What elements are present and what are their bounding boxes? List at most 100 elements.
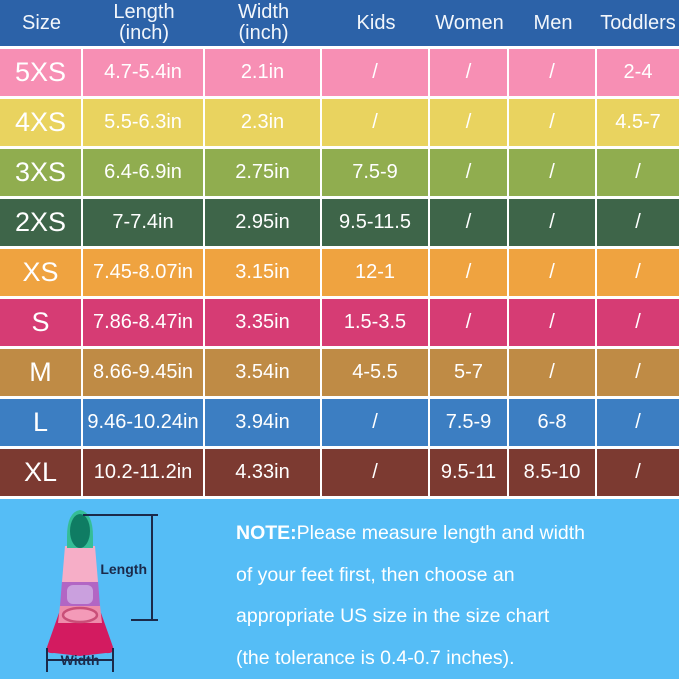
table-cell: 5-7	[430, 349, 509, 396]
table-cell: /	[322, 449, 430, 496]
table-cell: /	[509, 49, 597, 96]
fin-blade	[46, 613, 114, 656]
header-sublabel: (inch)	[118, 22, 169, 44]
table-row-4xs: 4XS 5.5-6.3in 2.3in / //4.5-7	[0, 99, 679, 149]
table-cell: /	[509, 349, 597, 396]
table-cell: 4-5.5	[322, 349, 430, 396]
table-cell: 7.5-9	[322, 149, 430, 196]
width-label: Width	[61, 652, 100, 668]
table-body: 5XS 4.7-5.4in 2.1in / //2-4 4XS 5.5-6.3in 2.3in…	[0, 49, 679, 499]
note-line: (the tolerance is 0.4-0.7 inches).	[236, 646, 515, 669]
table-cell: /	[430, 99, 509, 146]
table-cell: /	[430, 299, 509, 346]
header-cell-length: Length (inch)	[83, 0, 205, 46]
table-cell: /	[635, 461, 641, 483]
header-cell-width: Width (inch)	[205, 0, 322, 46]
header-label: Size	[22, 11, 61, 34]
fin-pink-band	[62, 546, 98, 582]
size-cell: 2XS	[0, 199, 83, 246]
note-line: of your feet first, then choose an	[236, 563, 515, 586]
table-row-2xs: 2XS 7-7.4in 2.95in 9.5-11.5// /	[0, 199, 679, 249]
table-cell: 12-1	[322, 249, 430, 296]
table-cell: 7-7.4in	[83, 199, 205, 246]
table-cell: /	[635, 411, 641, 433]
header-cell-men: Men	[509, 0, 597, 46]
table-cell: /	[322, 49, 430, 96]
size-cell: XS	[0, 249, 83, 296]
table-row-m: M 8.66-9.45in 3.54in 4-5.5 5-7//	[0, 349, 679, 399]
header-label: Length	[113, 1, 175, 23]
size-cell: S	[0, 299, 83, 346]
note-line: NOTE:Please measure length and width	[236, 522, 586, 544]
table-header-row: Size Length (inch) Width (inch) Kids Women Men T…	[0, 0, 679, 49]
header-label: Toddlers	[600, 11, 676, 34]
table-cell: 8.5-10	[509, 449, 597, 496]
footer-panel: Length Width NOTE:Please measure length …	[0, 499, 679, 679]
table-cell: 9.5-11.5	[322, 199, 430, 246]
header-label: Width	[237, 1, 290, 23]
header-sublabel: (inch)	[238, 22, 289, 44]
length-label: Length	[100, 561, 147, 577]
header-label: Men	[533, 11, 573, 34]
table-cell: 2-4	[623, 61, 653, 83]
table-cell: /	[430, 149, 509, 196]
size-note: NOTE:Please measure length and width of …	[236, 513, 636, 679]
table-cell: /	[635, 211, 641, 233]
table-cell: /	[635, 161, 641, 183]
header-cell-women: Women	[430, 0, 509, 46]
fin-heel-opening	[61, 606, 99, 624]
table-cell: 3.15in	[205, 249, 322, 296]
table-cell: /	[635, 361, 641, 383]
table-cell: 2.95in	[205, 199, 322, 246]
table-cell: 2.3in	[205, 99, 322, 146]
note-line: appropriate US size in the size chart	[236, 605, 550, 627]
table-cell: 3.35in	[205, 299, 322, 346]
size-cell: L	[0, 399, 83, 446]
table-cell: /	[509, 199, 597, 246]
size-cell: 5XS	[0, 49, 83, 96]
table-row-s: S 7.86-8.47in 3.35in 1.5-3.5// /	[0, 299, 679, 349]
table-cell: 9.46-10.24in	[83, 399, 205, 446]
table-cell: /	[322, 99, 430, 146]
table-cell: 1.5-3.5	[322, 299, 430, 346]
table-cell: 2.75in	[205, 149, 322, 196]
table-cell: 8.66-9.45in	[83, 349, 205, 396]
table-cell: /	[509, 149, 597, 196]
header-cell-toddlers: Toddlers	[597, 0, 679, 46]
size-cell: M	[0, 349, 83, 396]
table-cell: /	[635, 261, 641, 283]
fin-illustration: Length Width	[25, 503, 210, 680]
fin-foot-pocket	[67, 585, 93, 604]
table-row-3xs: 3XS 6.4-6.9in 2.75in 7.5-9// /	[0, 149, 679, 199]
table-cell: 4.5-7	[615, 111, 661, 133]
table-cell: 3.94in	[205, 399, 322, 446]
table-row-xl: XL 10.2-11.2in 4.33in/9.5-11 8.5-10/	[0, 449, 679, 499]
table-cell: 7.5-9	[430, 399, 509, 446]
table-cell: /	[509, 299, 597, 346]
header-cell-size: Size	[0, 0, 83, 46]
header-label: Kids	[356, 11, 396, 34]
table-cell: /	[430, 199, 509, 246]
table-cell: /	[509, 249, 597, 296]
table-cell: /	[509, 99, 597, 146]
table-cell: 4.7-5.4in	[83, 49, 205, 96]
table-cell: 6-8	[509, 399, 597, 446]
table-cell: 6.4-6.9in	[83, 149, 205, 196]
fin-diagram: Length Width	[46, 510, 158, 672]
width-dimension-lines	[46, 648, 114, 672]
table-cell: /	[430, 249, 509, 296]
table-cell: /	[322, 399, 430, 446]
header-label: Women	[435, 11, 504, 34]
table-cell: 10.2-11.2in	[83, 449, 205, 496]
table-cell: 4.33in	[205, 449, 322, 496]
fin-size-chart: Size Length (inch) Width (inch) Kids Women Men T…	[0, 0, 679, 499]
header-cell-kids: Kids	[322, 0, 430, 46]
length-dimension-lines	[83, 514, 158, 621]
fin-toe-opening	[70, 514, 90, 548]
note-bold-prefix: NOTE:	[236, 522, 297, 544]
table-cell: /	[430, 49, 509, 96]
size-cell: 4XS	[0, 99, 83, 146]
table-row-l: L 9.46-10.24in 3.94in/7.5-9 6-8/	[0, 399, 679, 449]
table-cell: 7.45-8.07in	[83, 249, 205, 296]
table-cell: /	[635, 311, 641, 333]
